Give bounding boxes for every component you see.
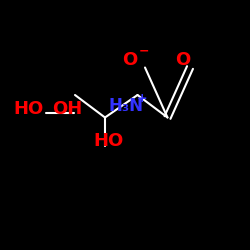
Text: O: O xyxy=(122,51,138,69)
Text: O: O xyxy=(175,51,190,69)
Text: H₃N: H₃N xyxy=(109,97,144,115)
Text: +: + xyxy=(136,92,147,105)
Text: −: − xyxy=(138,45,149,58)
Text: OH: OH xyxy=(52,100,82,118)
Text: HO: HO xyxy=(14,100,44,118)
Text: HO: HO xyxy=(94,132,124,150)
